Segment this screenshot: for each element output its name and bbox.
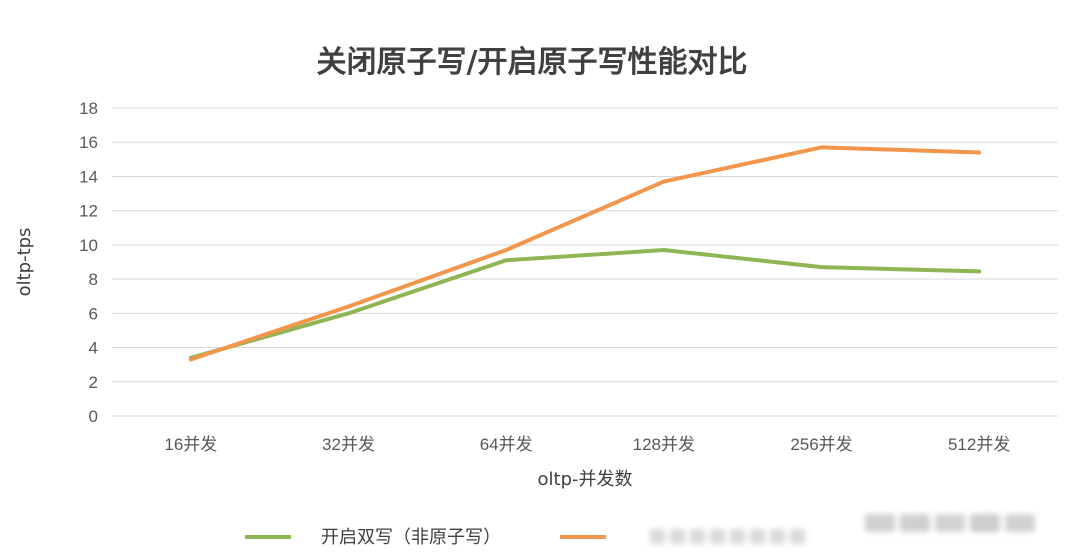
y-axis-ticks: 0 2 4 6 8 10 12 14 16 18 — [79, 99, 98, 426]
legend-label-1: 开启双写（非原子写） — [321, 527, 501, 548]
legend-label-obscured — [650, 529, 805, 544]
x-tick-label: 64并发 — [480, 435, 533, 454]
y-axis-label: oltp-tps — [14, 228, 35, 297]
y-tick-label: 6 — [89, 304, 98, 323]
x-tick-label: 128并发 — [633, 435, 695, 454]
x-tick-label: 16并发 — [164, 435, 217, 454]
chart-title: 关闭原子写/开启原子写性能对比 — [317, 45, 748, 80]
y-tick-label: 14 — [79, 167, 98, 186]
x-tick-label: 512并发 — [948, 435, 1010, 454]
y-tick-label: 12 — [79, 202, 98, 221]
x-axis-label: oltp-并发数 — [538, 469, 633, 490]
watermark — [865, 514, 1035, 532]
x-axis-ticks: 16并发 32并发 64并发 128并发 256并发 512并发 — [164, 435, 1010, 454]
series-line-2 — [188, 145, 982, 362]
gridlines — [112, 107, 1058, 417]
series-line-1 — [188, 248, 982, 360]
y-tick-label: 10 — [79, 236, 98, 255]
y-tick-label: 0 — [89, 407, 98, 426]
y-tick-label: 18 — [79, 99, 98, 118]
x-tick-label: 32并发 — [322, 435, 375, 454]
y-tick-label: 8 — [89, 270, 98, 289]
y-tick-label: 2 — [89, 373, 98, 392]
y-tick-label: 16 — [79, 133, 98, 152]
legend: 开启双写（非原子写） — [245, 527, 805, 548]
series-lines — [188, 145, 982, 362]
y-tick-label: 4 — [89, 339, 98, 358]
x-tick-label: 256并发 — [790, 435, 852, 454]
